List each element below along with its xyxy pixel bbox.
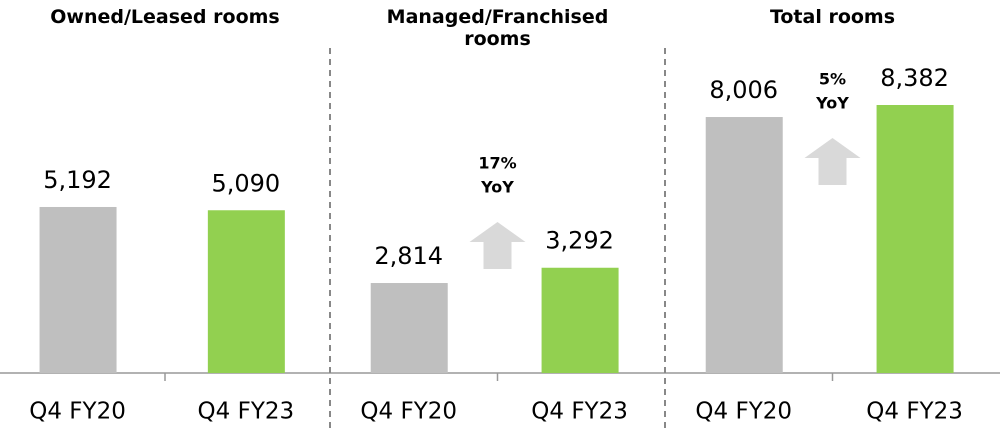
value-label: 8,382 [880, 64, 949, 92]
x-tick-label: Q4 FY23 [866, 399, 963, 425]
bar [876, 105, 954, 373]
x-tick-label: Q4 FY23 [198, 399, 295, 425]
x-tick-label: Q4 FY20 [360, 399, 457, 425]
value-label: 3,292 [545, 227, 614, 255]
annotation: YoY [815, 94, 849, 113]
panel-title: Owned/Leased rooms [50, 6, 280, 28]
panel-title: Total rooms [769, 6, 896, 28]
bar [541, 267, 619, 373]
value-label: 2,814 [374, 242, 443, 270]
value-label: 8,006 [709, 76, 778, 104]
bar [39, 206, 117, 373]
annotation: YoY [480, 178, 514, 197]
bar [207, 210, 285, 373]
annotation: 5% [819, 70, 846, 89]
growth-arrow [804, 138, 861, 185]
growth-arrow [469, 222, 526, 269]
value-label: 5,090 [211, 169, 280, 197]
panel-title: Managed/Franchised rooms [386, 6, 609, 50]
value-label: 5,192 [43, 166, 112, 194]
x-tick-label: Q4 FY20 [695, 399, 792, 425]
x-tick-label: Q4 FY23 [531, 399, 628, 425]
annotation: 17% [478, 154, 516, 173]
x-tick-label: Q4 FY20 [29, 399, 126, 425]
bar [705, 117, 783, 374]
bar [370, 283, 448, 373]
